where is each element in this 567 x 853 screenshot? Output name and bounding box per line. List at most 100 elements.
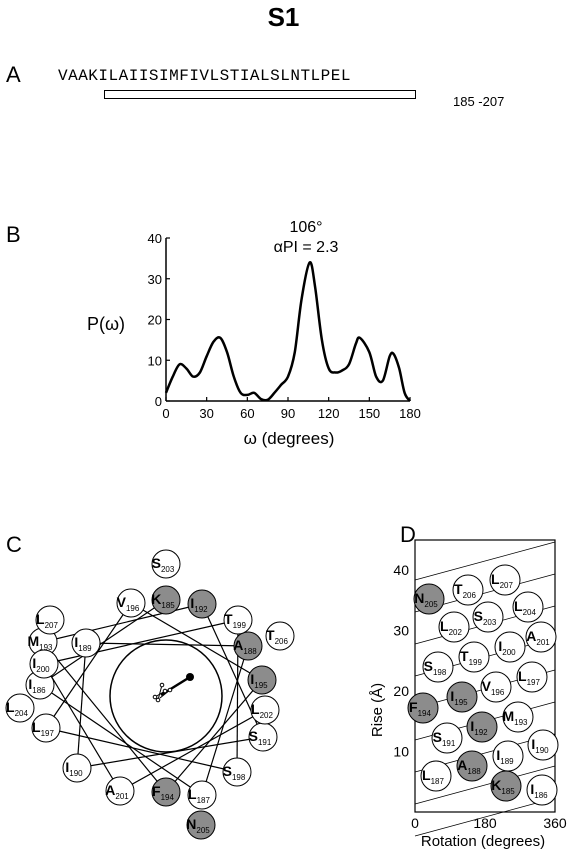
wheel-residues: K185 I186 L187 A188 I189 I190 S191 I192 M193 F194… xyxy=(5,549,295,840)
residue-label: L202 xyxy=(440,618,462,637)
residue-I190: I190 xyxy=(527,729,559,761)
residue-label: L187 xyxy=(188,786,210,805)
transmembrane-segment-bar xyxy=(104,90,416,99)
y-axis-label: P(ω) xyxy=(87,314,125,334)
residue-label: N205 xyxy=(414,590,438,609)
residue-S198: S198 xyxy=(222,757,252,787)
residue-T199: T199 xyxy=(458,641,490,673)
b-x-tick-label: 150 xyxy=(358,406,380,421)
residue-label: A201 xyxy=(105,782,129,801)
residue-label: L197 xyxy=(32,719,54,738)
peptide-sequence: VAAKILAIISIMFIVLSTIALSLNTLPEL xyxy=(58,67,351,85)
residue-I192: I192 xyxy=(187,589,217,619)
b-x-tick-label: 30 xyxy=(199,406,213,421)
residue-label: K185 xyxy=(491,777,515,796)
residue-label: A188 xyxy=(457,757,481,776)
residue-N205: N205 xyxy=(413,583,445,615)
b-y-tick-label: 40 xyxy=(148,231,162,246)
residue-label: T199 xyxy=(224,611,246,630)
residue-label: I190 xyxy=(65,759,83,778)
residue-L207: L207 xyxy=(489,564,521,596)
residue-S191: S191 xyxy=(248,722,278,752)
residue-label: I186 xyxy=(28,676,46,695)
residue-F194: F194 xyxy=(151,777,181,807)
residue-K185: K185 xyxy=(490,770,522,802)
residue-label: M193 xyxy=(502,708,528,727)
residue-I190: I190 xyxy=(62,753,92,783)
residue-L204: L204 xyxy=(5,693,35,723)
residue-label: I200 xyxy=(498,638,516,657)
residue-label: K185 xyxy=(151,591,175,610)
residue-label: T199 xyxy=(460,648,482,667)
residue-label: I189 xyxy=(74,634,92,653)
residue-S198: S198 xyxy=(422,651,454,683)
residue-A188: A188 xyxy=(456,750,488,782)
residue-A201: A201 xyxy=(105,776,135,806)
residue-A188: A188 xyxy=(233,631,263,661)
residue-label: S198 xyxy=(424,658,447,677)
residue-T206: T206 xyxy=(265,621,295,651)
d-residues: K185 I186 L187 A188 I189 I190 S191 I192 M193 F194… xyxy=(407,564,559,806)
residue-label: I195 xyxy=(450,688,468,707)
residue-M193: M193 xyxy=(502,701,534,733)
api-value-label: αPI = 2.3 xyxy=(274,239,339,256)
residue-label: L207 xyxy=(36,611,58,630)
d-y-tick-label: 30 xyxy=(393,623,409,639)
residue-F194: F194 xyxy=(407,692,439,724)
residue-V196: V196 xyxy=(480,671,512,703)
residue-L187: L187 xyxy=(187,780,217,810)
residue-label: T206 xyxy=(454,581,476,600)
residue-I200: I200 xyxy=(494,631,526,663)
peak-angle-label: 106° xyxy=(289,219,322,236)
residue-label: S203 xyxy=(152,555,175,574)
residue-L197: L197 xyxy=(516,661,548,693)
helical-net: Rise (Å) Rotation (degrees) 0 180 360 10 20 3… xyxy=(369,539,567,850)
residue-range: 185 -207 xyxy=(453,94,505,109)
residue-I195: I195 xyxy=(446,681,478,713)
d-x-tick-label: 360 xyxy=(543,815,567,831)
wheel-center-circle xyxy=(109,639,223,753)
residue-L187: L187 xyxy=(420,760,452,792)
residue-T199: T199 xyxy=(223,605,253,635)
b-axes: 0 30 60 90 120 150 180 0 10 20 30 40 xyxy=(148,231,421,421)
residue-label: V196 xyxy=(117,594,140,613)
residue-L207: L207 xyxy=(35,605,65,635)
residue-label: I190 xyxy=(531,736,549,755)
b-x-tick-label: 0 xyxy=(162,406,169,421)
b-y-tick-label: 10 xyxy=(148,353,162,368)
d-y-tick-label: 10 xyxy=(393,744,409,760)
residue-L202: L202 xyxy=(250,695,280,725)
residue-V196: V196 xyxy=(116,588,146,618)
residue-label: F194 xyxy=(409,699,431,718)
residue-label: M193 xyxy=(27,633,53,652)
residue-N205: N205 xyxy=(186,810,216,840)
figure-title: S1 xyxy=(267,2,300,32)
b-x-tick-label: 180 xyxy=(399,406,421,421)
panel-c-label: C xyxy=(6,532,22,557)
d-y-axis-label: Rise (Å) xyxy=(369,683,386,737)
panel-d-label: D xyxy=(400,522,416,547)
b-x-tick-label: 60 xyxy=(240,406,254,421)
hydrophobic-moment-vector xyxy=(152,673,194,703)
d-x-tick-label: 0 xyxy=(411,815,419,831)
panel-a-label: A xyxy=(6,62,21,87)
residue-K185: K185 xyxy=(151,585,181,615)
residue-label: I189 xyxy=(496,747,514,766)
residue-label: L204 xyxy=(6,699,28,718)
residue-L197: L197 xyxy=(31,713,61,743)
residue-label: L202 xyxy=(251,701,273,720)
d-y-tick-label: 20 xyxy=(393,683,409,699)
residue-A201: A201 xyxy=(525,621,557,653)
residue-label: S203 xyxy=(474,608,497,627)
residue-T206: T206 xyxy=(452,574,484,606)
residue-label: T206 xyxy=(266,627,288,646)
residue-label: S198 xyxy=(223,763,246,782)
residue-label: N205 xyxy=(186,816,210,835)
residue-S203: S203 xyxy=(472,601,504,633)
residue-I195: I195 xyxy=(247,665,277,695)
residue-label: L204 xyxy=(514,598,536,617)
d-y-tick-label: 40 xyxy=(393,562,409,578)
b-y-tick-label: 20 xyxy=(148,313,162,328)
b-curve-line xyxy=(164,261,412,402)
residue-I200: I200 xyxy=(29,649,59,679)
